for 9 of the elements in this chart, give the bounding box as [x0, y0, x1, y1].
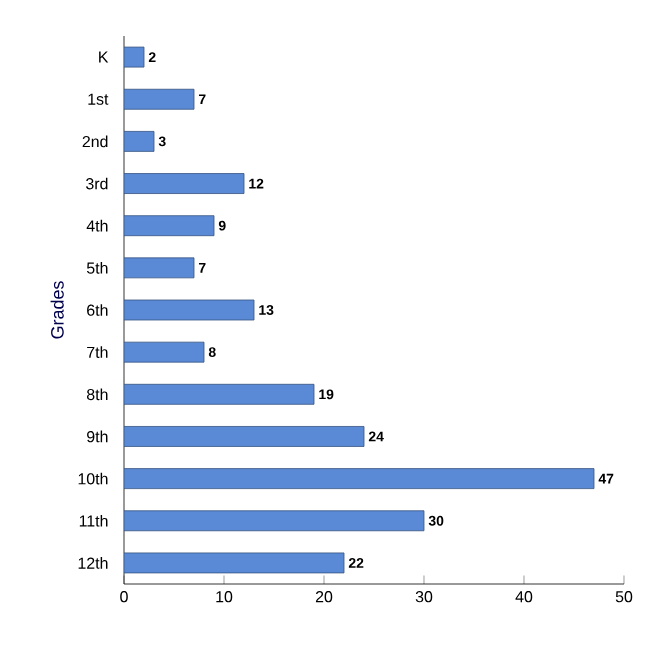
bar	[124, 215, 215, 237]
bar	[124, 341, 205, 363]
y-axis-title: Grades	[50, 281, 64, 339]
bar	[124, 383, 315, 405]
bar	[124, 173, 245, 194]
bar	[124, 88, 195, 110]
bar	[124, 510, 425, 532]
bar	[124, 426, 365, 447]
bar	[124, 468, 595, 490]
